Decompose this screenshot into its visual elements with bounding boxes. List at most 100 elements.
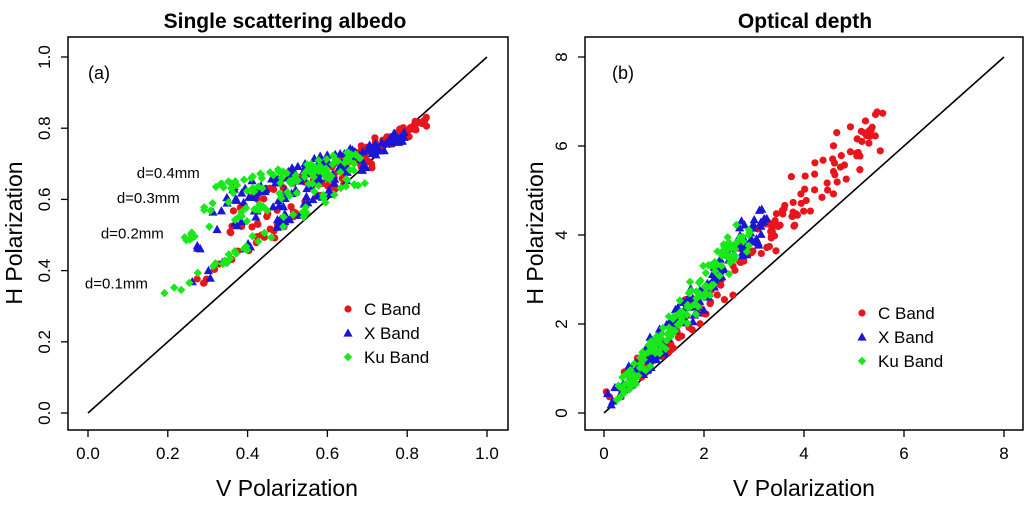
data-point-ku-band: [644, 340, 653, 350]
data-point-ku-band: [635, 363, 645, 372]
legend-label: X Band: [878, 328, 934, 347]
size-annotation: d=0.4mm: [137, 165, 200, 182]
data-point-ku-band: [713, 247, 722, 256]
data-point-ku-band: [658, 323, 668, 333]
data-point-x-band: [756, 229, 766, 238]
data-point-ku-band: [211, 182, 221, 192]
panel-a-legend: C Band X Band Ku Band: [343, 300, 429, 367]
data-point-x-band: [603, 388, 613, 398]
data-point-ku-band: [729, 241, 739, 250]
data-point-x-band: [232, 221, 242, 230]
data-point-ku-band: [307, 169, 316, 179]
panel-optical-depth: Optical depth (b) 0 2 4 6 8 0 2 4 6 8 V Polariza…: [522, 10, 1024, 501]
data-point-ku-band: [330, 190, 339, 200]
data-point-x-band: [388, 133, 398, 142]
data-point-c-band: [789, 198, 797, 207]
data-point-ku-band: [230, 215, 240, 225]
data-point-ku-band: [612, 395, 622, 404]
data-point-c-band: [837, 152, 845, 160]
data-point-ku-band: [717, 251, 727, 261]
data-point-c-band: [248, 223, 256, 231]
panel-b-one-to-one-line: [603, 56, 1005, 414]
data-point-c-band: [229, 207, 238, 215]
data-point-c-band: [854, 148, 862, 157]
y-tick-label: 0.8: [35, 116, 54, 140]
data-point-c-band: [810, 186, 819, 194]
data-point-ku-band: [652, 334, 662, 344]
data-point-x-band: [195, 244, 205, 253]
data-point-ku-band: [293, 176, 303, 185]
data-point-ku-band: [283, 187, 292, 197]
data-point-c-band: [818, 193, 826, 201]
data-point-ku-band: [656, 333, 665, 343]
data-point-x-band: [715, 254, 725, 263]
data-point-x-band: [244, 192, 254, 201]
data-point-c-band: [729, 291, 737, 299]
data-point-x-band: [754, 205, 765, 214]
data-point-c-band: [713, 291, 721, 299]
data-point-ku-band: [730, 251, 740, 261]
data-point-c-band: [371, 134, 379, 142]
data-point-x-band: [231, 195, 241, 204]
data-point-x-band: [205, 273, 215, 282]
legend-label: C Band: [364, 300, 421, 319]
data-point-c-band: [842, 175, 850, 183]
data-point-ku-band: [701, 268, 711, 278]
data-point-ku-band: [628, 370, 637, 380]
data-point-ku-band: [353, 181, 363, 190]
data-point-c-band: [823, 186, 832, 194]
data-point-ku-band: [694, 302, 703, 311]
data-point-x-band: [384, 135, 394, 145]
data-point-c-band: [396, 125, 404, 133]
data-point-ku-band: [310, 187, 319, 196]
data-point-c-band: [811, 159, 819, 167]
data-point-ku-band: [710, 267, 720, 276]
data-point-ku-band: [226, 254, 235, 263]
data-point-x-band: [735, 223, 745, 232]
data-point-c-band: [768, 226, 776, 234]
data-point-c-band: [419, 118, 427, 126]
data-point-ku-band: [685, 277, 695, 287]
data-point-ku-band: [626, 365, 635, 375]
x-tick-label: 0: [599, 444, 608, 463]
data-point-ku-band: [230, 247, 240, 256]
data-point-ku-band: [248, 232, 257, 241]
data-point-c-band: [801, 185, 809, 193]
panel-b-label: (b): [612, 63, 634, 83]
data-point-ku-band: [206, 206, 215, 215]
data-point-ku-band: [209, 261, 218, 271]
panel-b-legend: C Band X Band Ku Band: [857, 304, 943, 371]
data-point-ku-band: [666, 332, 676, 341]
x-tick-label: 2: [699, 444, 708, 463]
data-point-c-band: [831, 171, 839, 179]
data-point-ku-band: [675, 296, 685, 305]
data-point-ku-band: [160, 288, 169, 298]
data-point-x-band: [707, 269, 718, 279]
data-point-x-band: [748, 219, 758, 228]
x-tick-label: 0.2: [156, 444, 180, 463]
legend-label: C Band: [878, 304, 935, 323]
data-point-ku-band: [315, 161, 325, 170]
data-point-ku-band: [614, 381, 623, 390]
legend-marker-x-band: [343, 328, 353, 337]
legend-label: Ku Band: [364, 348, 429, 367]
data-point-ku-band: [640, 350, 649, 360]
y-tick-label: 2: [552, 319, 571, 328]
data-point-ku-band: [300, 172, 309, 182]
legend-marker-x-band: [857, 332, 867, 341]
data-point-ku-band: [724, 269, 734, 279]
data-point-ku-band: [185, 235, 195, 244]
data-point-c-band: [840, 161, 849, 169]
data-point-ku-band: [343, 156, 352, 166]
data-point-x-band: [370, 138, 380, 148]
data-point-c-band: [876, 147, 884, 155]
y-tick-label: 4: [552, 230, 571, 239]
data-point-c-band: [846, 148, 855, 156]
data-point-ku-band: [346, 151, 356, 160]
data-point-x-band: [699, 305, 709, 314]
data-point-ku-band: [205, 222, 214, 231]
data-point-ku-band: [239, 175, 249, 184]
size-annotation: d=0.1mm: [85, 275, 148, 292]
data-point-ku-band: [170, 283, 179, 292]
data-point-ku-band: [336, 183, 345, 193]
